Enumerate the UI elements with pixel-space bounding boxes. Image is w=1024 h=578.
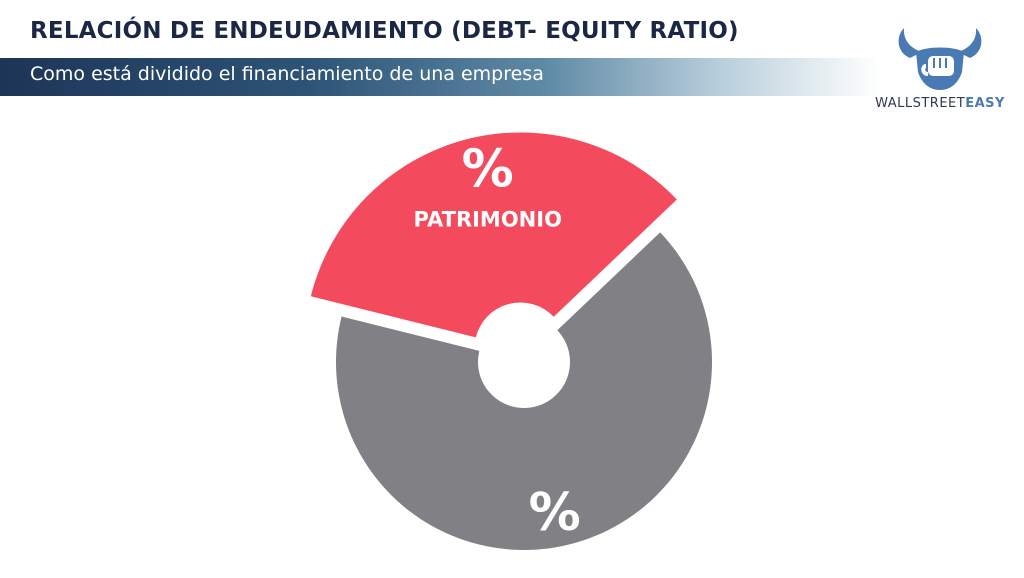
donut-labels: % PATRIMONIO% ENDEUDAMIENTO (414, 140, 659, 577)
slice-symbol-endeudamiento: % (529, 483, 581, 543)
slice-label-endeudamiento: ENDEUDAMIENTO (451, 553, 658, 577)
logo-text-bold: EASY (965, 96, 1005, 111)
slide-subtitle: Como está dividido el financiamiento de … (30, 63, 544, 85)
slice-endeudamiento (336, 232, 712, 550)
logo-text-light: WALLSTREET (875, 96, 966, 111)
donut-slices (310, 132, 712, 550)
subtitle-bar: Como está dividido el financiamiento de … (0, 58, 880, 96)
slice-label-patrimonio: PATRIMONIO (414, 208, 562, 232)
wallstreeteasy-logo: WALLSTREETEASY (870, 22, 1010, 114)
slice-patrimonio (310, 132, 677, 338)
logo-wordmark: WALLSTREETEASY (870, 96, 1010, 111)
slide-title: RELACIÓN DE ENDEUDAMIENTO (DEBT- EQUITY … (30, 18, 739, 44)
slice-symbol-patrimonio: % (462, 140, 514, 200)
bull-fist-icon (898, 28, 982, 90)
